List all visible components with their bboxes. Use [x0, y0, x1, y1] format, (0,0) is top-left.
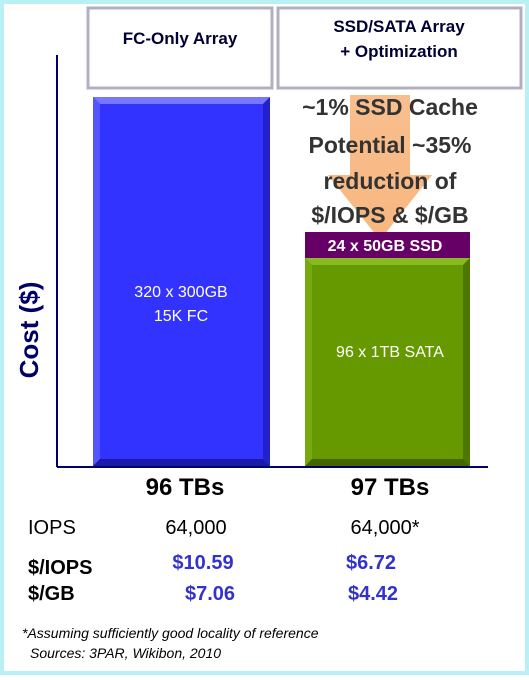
header-box — [276, 6, 523, 90]
header-label: FC-Only Array — [123, 29, 238, 48]
callout: reduction of — [324, 168, 457, 194]
row-label: IOPS — [28, 517, 76, 539]
bar — [305, 232, 470, 258]
header-line: SSD/SATA Array — [333, 17, 465, 36]
cell: $7.06 — [185, 583, 235, 605]
cell: 64,000* — [351, 517, 420, 539]
bevel — [263, 97, 270, 466]
bar-label: 96 x 1TB SATA — [336, 344, 444, 361]
row-label: $/IOPS — [28, 557, 92, 579]
callout: $/IOPS & $/GB — [311, 202, 468, 228]
footnote: Sources: 3PAR, Wikibon, 2010 — [30, 645, 221, 661]
capacity: 96 TBs — [146, 474, 225, 501]
bar — [93, 97, 270, 466]
bar-label: 320 x 300GB — [134, 284, 227, 301]
bevel — [305, 459, 470, 466]
capacity: 97 TBs — [351, 474, 430, 501]
arrow — [328, 95, 432, 240]
cell: $4.42 — [348, 583, 398, 605]
callout: Potential ~35% — [309, 132, 472, 158]
row-label: $/GB — [28, 583, 75, 605]
header-box — [86, 6, 274, 90]
bevel — [305, 258, 312, 466]
footnote: *Assuming sufficiently good locality of … — [22, 625, 319, 641]
header-label: SSD/SATA Array + Optimization — [333, 17, 465, 61]
bevel — [93, 459, 270, 466]
callout: ~1% SSD Cache — [302, 94, 478, 120]
bar — [305, 258, 470, 466]
header-line: + Optimization — [340, 42, 458, 61]
bar-label: 24 x 50GB SSD — [328, 238, 443, 255]
bevel — [93, 97, 100, 466]
cell: $6.72 — [346, 552, 396, 574]
axis-label: Cost ($) — [14, 282, 44, 379]
bar-label: 15K FC — [154, 308, 208, 325]
bevel — [463, 258, 470, 466]
header-line: FC-Only Array — [123, 29, 238, 48]
cell: 64,000 — [165, 517, 226, 539]
bevel — [305, 258, 470, 265]
bevel — [93, 97, 270, 104]
cell: $10.59 — [172, 552, 233, 574]
